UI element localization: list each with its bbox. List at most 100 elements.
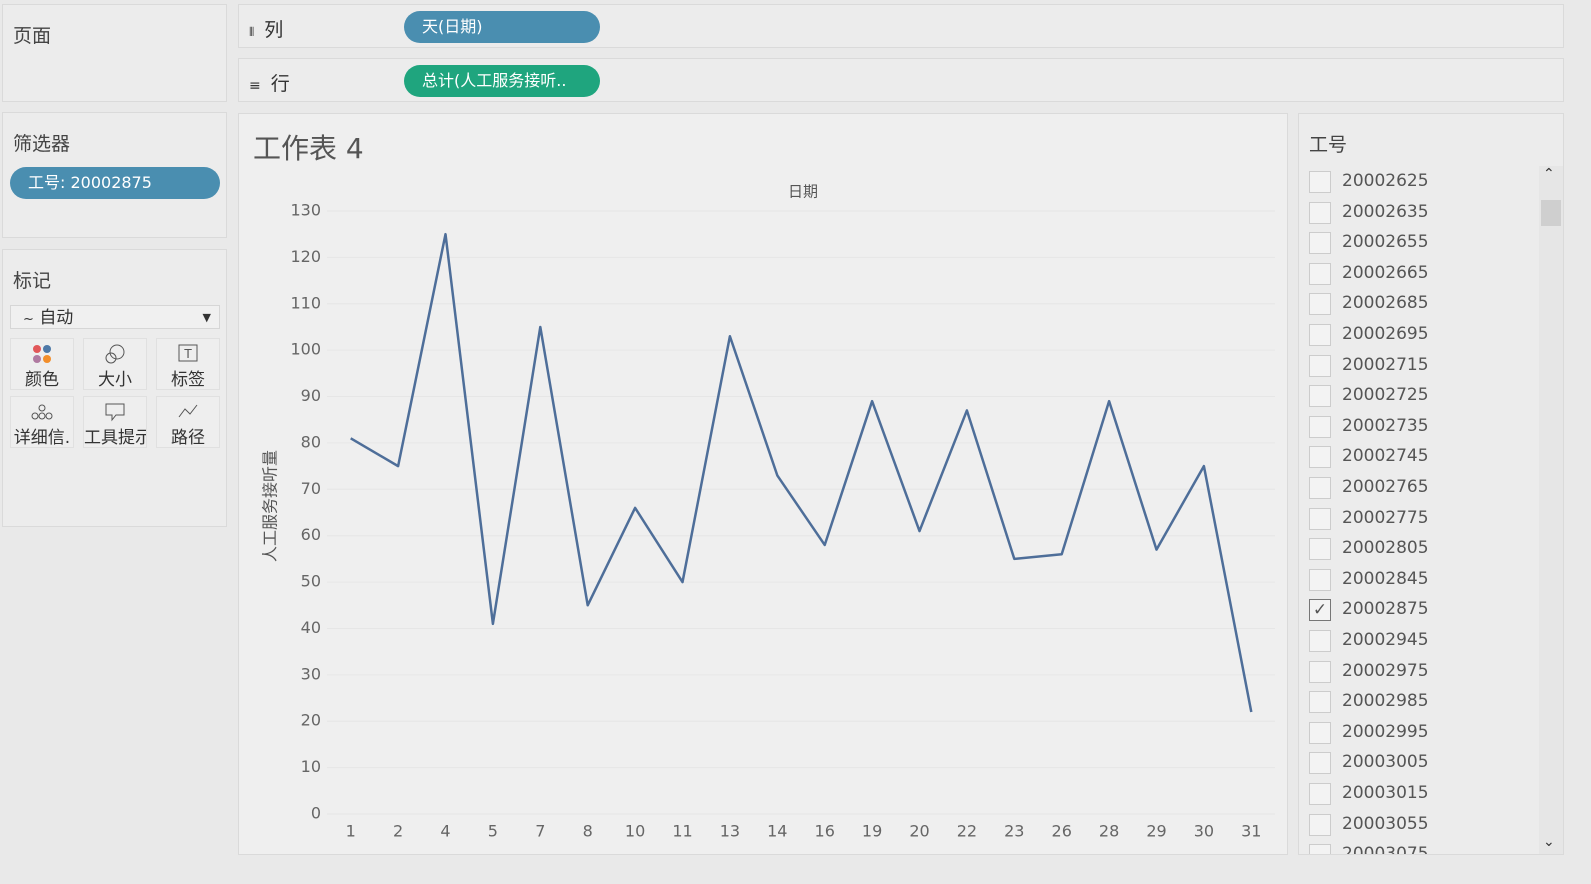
- x-tick-label: 16: [815, 822, 835, 841]
- x-tick-label: 1: [346, 822, 356, 841]
- panel-title: 标记: [13, 270, 52, 292]
- checkbox[interactable]: [1309, 538, 1331, 561]
- scroll-thumb[interactable]: [1541, 200, 1561, 226]
- checkbox[interactable]: [1309, 691, 1331, 714]
- y-tick-label: 60: [301, 525, 321, 544]
- checkbox[interactable]: [1309, 232, 1331, 255]
- x-tick-label: 26: [1052, 822, 1072, 841]
- columns-shelf: ⦀ 列 天(日期): [238, 4, 1564, 48]
- y-tick-label: 10: [301, 757, 321, 776]
- filter-item-label: 20002995: [1342, 721, 1429, 742]
- mark-type-dropdown[interactable]: ~ 自动 ▼: [10, 305, 220, 329]
- chart-title: 工作表 4: [253, 132, 364, 165]
- checkbox[interactable]: [1309, 721, 1331, 744]
- button-label: 标签: [171, 370, 205, 390]
- row-pill[interactable]: 总计(人工服务接听..: [404, 65, 600, 97]
- filters-panel: 筛选器 工号: 20002875: [2, 112, 227, 238]
- filter-list: 20002625 20002635 20002655 20002665 20002685…: [1299, 166, 1535, 854]
- button-label: 颜色: [25, 370, 59, 390]
- filter-item-label: 20002975: [1342, 660, 1429, 681]
- checkbox[interactable]: [1309, 630, 1331, 652]
- checkbox[interactable]: [1309, 477, 1331, 499]
- y-tick-label: 110: [290, 293, 321, 312]
- button-label: 大小: [98, 370, 132, 390]
- path-button[interactable]: 路径: [156, 396, 220, 448]
- panel-title: 页面: [13, 25, 52, 47]
- y-tick-label: 130: [290, 201, 321, 220]
- tooltip-button[interactable]: 工具提示: [83, 396, 147, 448]
- y-tick-label: 120: [290, 247, 321, 266]
- checkbox[interactable]: ✓: [1309, 599, 1331, 622]
- detail-button[interactable]: 详细信.: [10, 396, 74, 448]
- x-tick-label: 2: [393, 822, 403, 841]
- checkbox[interactable]: [1309, 354, 1331, 377]
- y-tick-label: 90: [301, 386, 321, 405]
- x-tick-label: 7: [535, 822, 545, 841]
- filter-item-label: 20002715: [1342, 354, 1429, 375]
- checkbox[interactable]: [1309, 813, 1331, 836]
- filter-item-label: 20003055: [1342, 813, 1429, 834]
- checkbox[interactable]: [1309, 324, 1331, 346]
- checkbox[interactable]: [1309, 446, 1331, 469]
- checkbox[interactable]: [1309, 385, 1331, 408]
- filter-item-label: 20003075: [1342, 844, 1429, 854]
- button-label: 路径: [171, 428, 205, 448]
- size-button[interactable]: 大小: [83, 338, 147, 390]
- checkbox[interactable]: [1309, 201, 1331, 224]
- checkbox[interactable]: [1309, 507, 1331, 530]
- filter-item-label: 20002735: [1342, 415, 1429, 436]
- rows-shelf: ≡ 行 总计(人工服务接听..: [238, 58, 1564, 102]
- checkbox[interactable]: [1309, 752, 1331, 775]
- pages-panel: 页面: [2, 4, 227, 102]
- filter-item-label: 20002765: [1342, 477, 1429, 497]
- column-pill[interactable]: 天(日期): [404, 11, 600, 43]
- svg-text:T: T: [183, 347, 192, 361]
- checkbox[interactable]: [1309, 293, 1331, 316]
- checkbox[interactable]: [1309, 171, 1331, 193]
- y-tick-label: 30: [301, 664, 321, 683]
- filter-item-label: 20002845: [1342, 568, 1429, 589]
- panel-title: 工号: [1309, 134, 1348, 156]
- x-tick-label: 10: [625, 822, 645, 841]
- x-tick-label: 20: [909, 822, 929, 841]
- button-label: 工具提示: [84, 428, 147, 448]
- y-tick-label: 0: [311, 804, 321, 823]
- data-line: [350, 232, 1253, 713]
- worksheet: 工作表 4 日期 人工服务接听量 0 10 20 30 40 50 60 70 80 90 100 1…: [238, 113, 1288, 855]
- x-tick-label: 8: [583, 822, 593, 841]
- shelf-label: ≡ 行: [249, 73, 290, 95]
- y-tick-label: 100: [290, 340, 321, 359]
- x-tick-label: 22: [957, 822, 977, 841]
- filter-item-label: 20002655: [1342, 232, 1429, 253]
- filter-item-label: 20002685: [1342, 293, 1429, 314]
- line-chart: 工作表 4 日期 人工服务接听量 0 10 20 30 40 50 60 70 80 90 100 1…: [253, 132, 1275, 841]
- filter-item-label: 20002695: [1342, 324, 1429, 344]
- filter-item-label: 20002745: [1342, 446, 1429, 467]
- filter-pill[interactable]: 工号: 20002875: [10, 167, 220, 199]
- filter-item-label: 20002875: [1342, 599, 1429, 620]
- checkbox[interactable]: [1309, 568, 1331, 591]
- scrollbar[interactable]: ⌃ ⌄: [1539, 166, 1563, 854]
- filter-item-label: 20002805: [1342, 538, 1429, 559]
- color-button[interactable]: 颜色: [10, 338, 74, 390]
- x-tick-label: 23: [1004, 822, 1024, 841]
- x-tick-label: 11: [672, 822, 692, 841]
- y-tick-label: 40: [301, 618, 321, 637]
- checkbox[interactable]: [1309, 660, 1331, 683]
- checkbox[interactable]: [1309, 844, 1331, 854]
- y-tick-label: 20: [301, 711, 321, 730]
- x-tick-label: 14: [767, 822, 787, 841]
- label-button[interactable]: T 标签: [156, 338, 220, 390]
- checkbox[interactable]: [1309, 783, 1331, 805]
- shelf-label: ⦀ 列: [249, 19, 284, 41]
- panel-title: 筛选器: [13, 133, 71, 155]
- x-tick-label: 31: [1241, 822, 1261, 841]
- checkbox[interactable]: [1309, 415, 1331, 438]
- y-axis-label: 人工服务接听量: [261, 450, 280, 562]
- filter-item-label: 20003015: [1342, 783, 1429, 803]
- y-tick-label: 80: [301, 432, 321, 451]
- x-tick-label: 30: [1194, 822, 1214, 841]
- mark-type: 自动: [39, 308, 74, 328]
- x-tick-label: 4: [440, 822, 450, 841]
- checkbox[interactable]: [1309, 262, 1331, 285]
